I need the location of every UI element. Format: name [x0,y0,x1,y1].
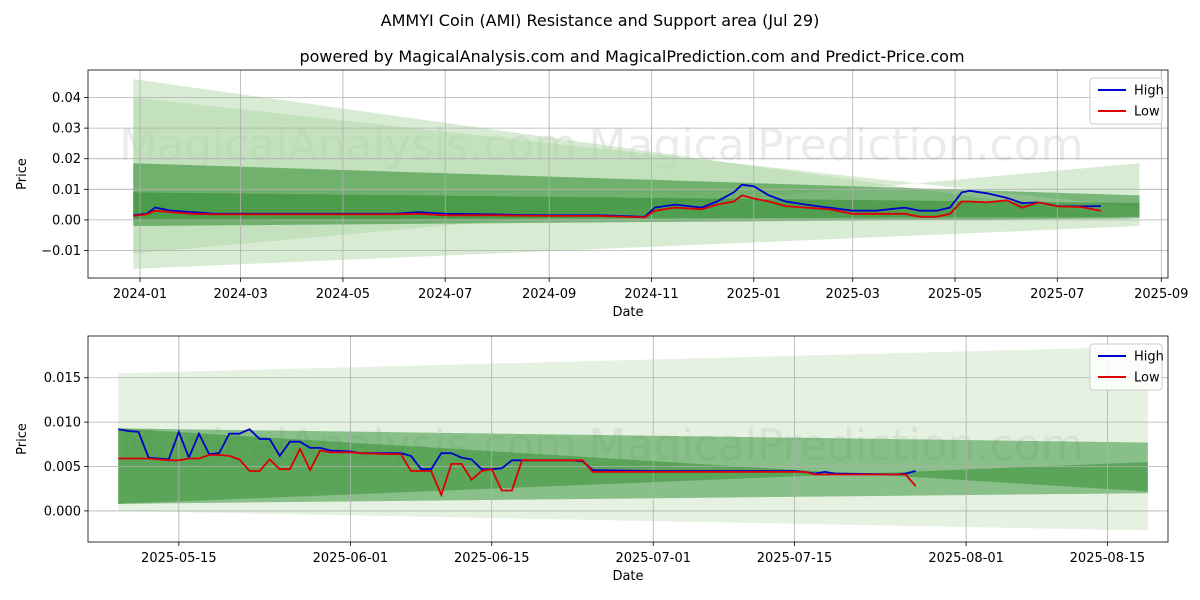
x-tick-label: 2025-05-15 [141,551,217,566]
legend: High Low [1089,77,1164,125]
y-tick-label: 0.04 [52,91,81,106]
legend-label-low: Low [1134,371,1160,386]
x-tick-label: 2024-05 [316,287,370,302]
x-tick-label: 2025-06-01 [313,551,389,566]
plot-frame [87,335,1169,543]
y-tick-label: 0.00 [52,213,81,228]
y-tick-label: −0.01 [41,244,81,259]
legend-label-low: Low [1134,105,1160,120]
x-tick-label: 2025-06-15 [454,551,530,566]
x-tick-label: 2024-11 [624,287,678,302]
y-tick-label: 0.010 [44,416,81,431]
y-tick-label: 0.01 [52,183,81,198]
x-tick-label: 2024-03 [213,287,267,302]
legend: High Low [1089,343,1164,391]
x-axis-label: Date [612,305,643,320]
legend-label-high: High [1134,350,1164,365]
y-tick-label: 0.005 [44,460,81,475]
x-tick-label: 2025-08-15 [1070,551,1146,566]
chart-subtitle: powered by MagicalAnalysis.com and Magic… [299,47,964,66]
x-tick-label: 2024-07 [418,287,472,302]
chart-title: AMMYI Coin (AMI) Resistance and Support … [381,11,820,30]
x-tick-label: 2025-01 [727,287,781,302]
y-tick-label: 0.03 [52,122,81,137]
y-tick-label: 0.015 [44,371,81,386]
x-axis-label: Date [612,569,643,584]
y-axis-label: Price [15,158,30,190]
x-tick-label: 2024-01 [113,287,167,302]
x-tick-label: 2025-08-01 [928,551,1004,566]
y-axis-label: Price [15,423,30,455]
y-tick-label: 0.02 [52,152,81,167]
plot-frame [87,69,1169,279]
series-line-low [133,194,1102,219]
x-tick-label: 2025-07-01 [615,551,691,566]
x-tick-label: 2025-03 [826,287,880,302]
x-tick-label: 2025-05 [928,287,982,302]
series-line-low [118,446,917,498]
x-tick-label: 2024-09 [522,287,576,302]
x-tick-label: 2025-09 [1134,287,1188,302]
legend-label-high: High [1134,84,1164,99]
x-tick-label: 2025-07-15 [757,551,833,566]
y-tick-label: 0.000 [44,504,81,519]
x-tick-label: 2025-07 [1030,287,1084,302]
bottom-chart-panel: MagicalAnalysis.comMagicalPrediction.com… [15,335,1169,584]
support-resistance-band [118,428,1148,504]
top-chart-panel: MagicalAnalysis.com MagicalPrediction.com… [15,69,1188,320]
